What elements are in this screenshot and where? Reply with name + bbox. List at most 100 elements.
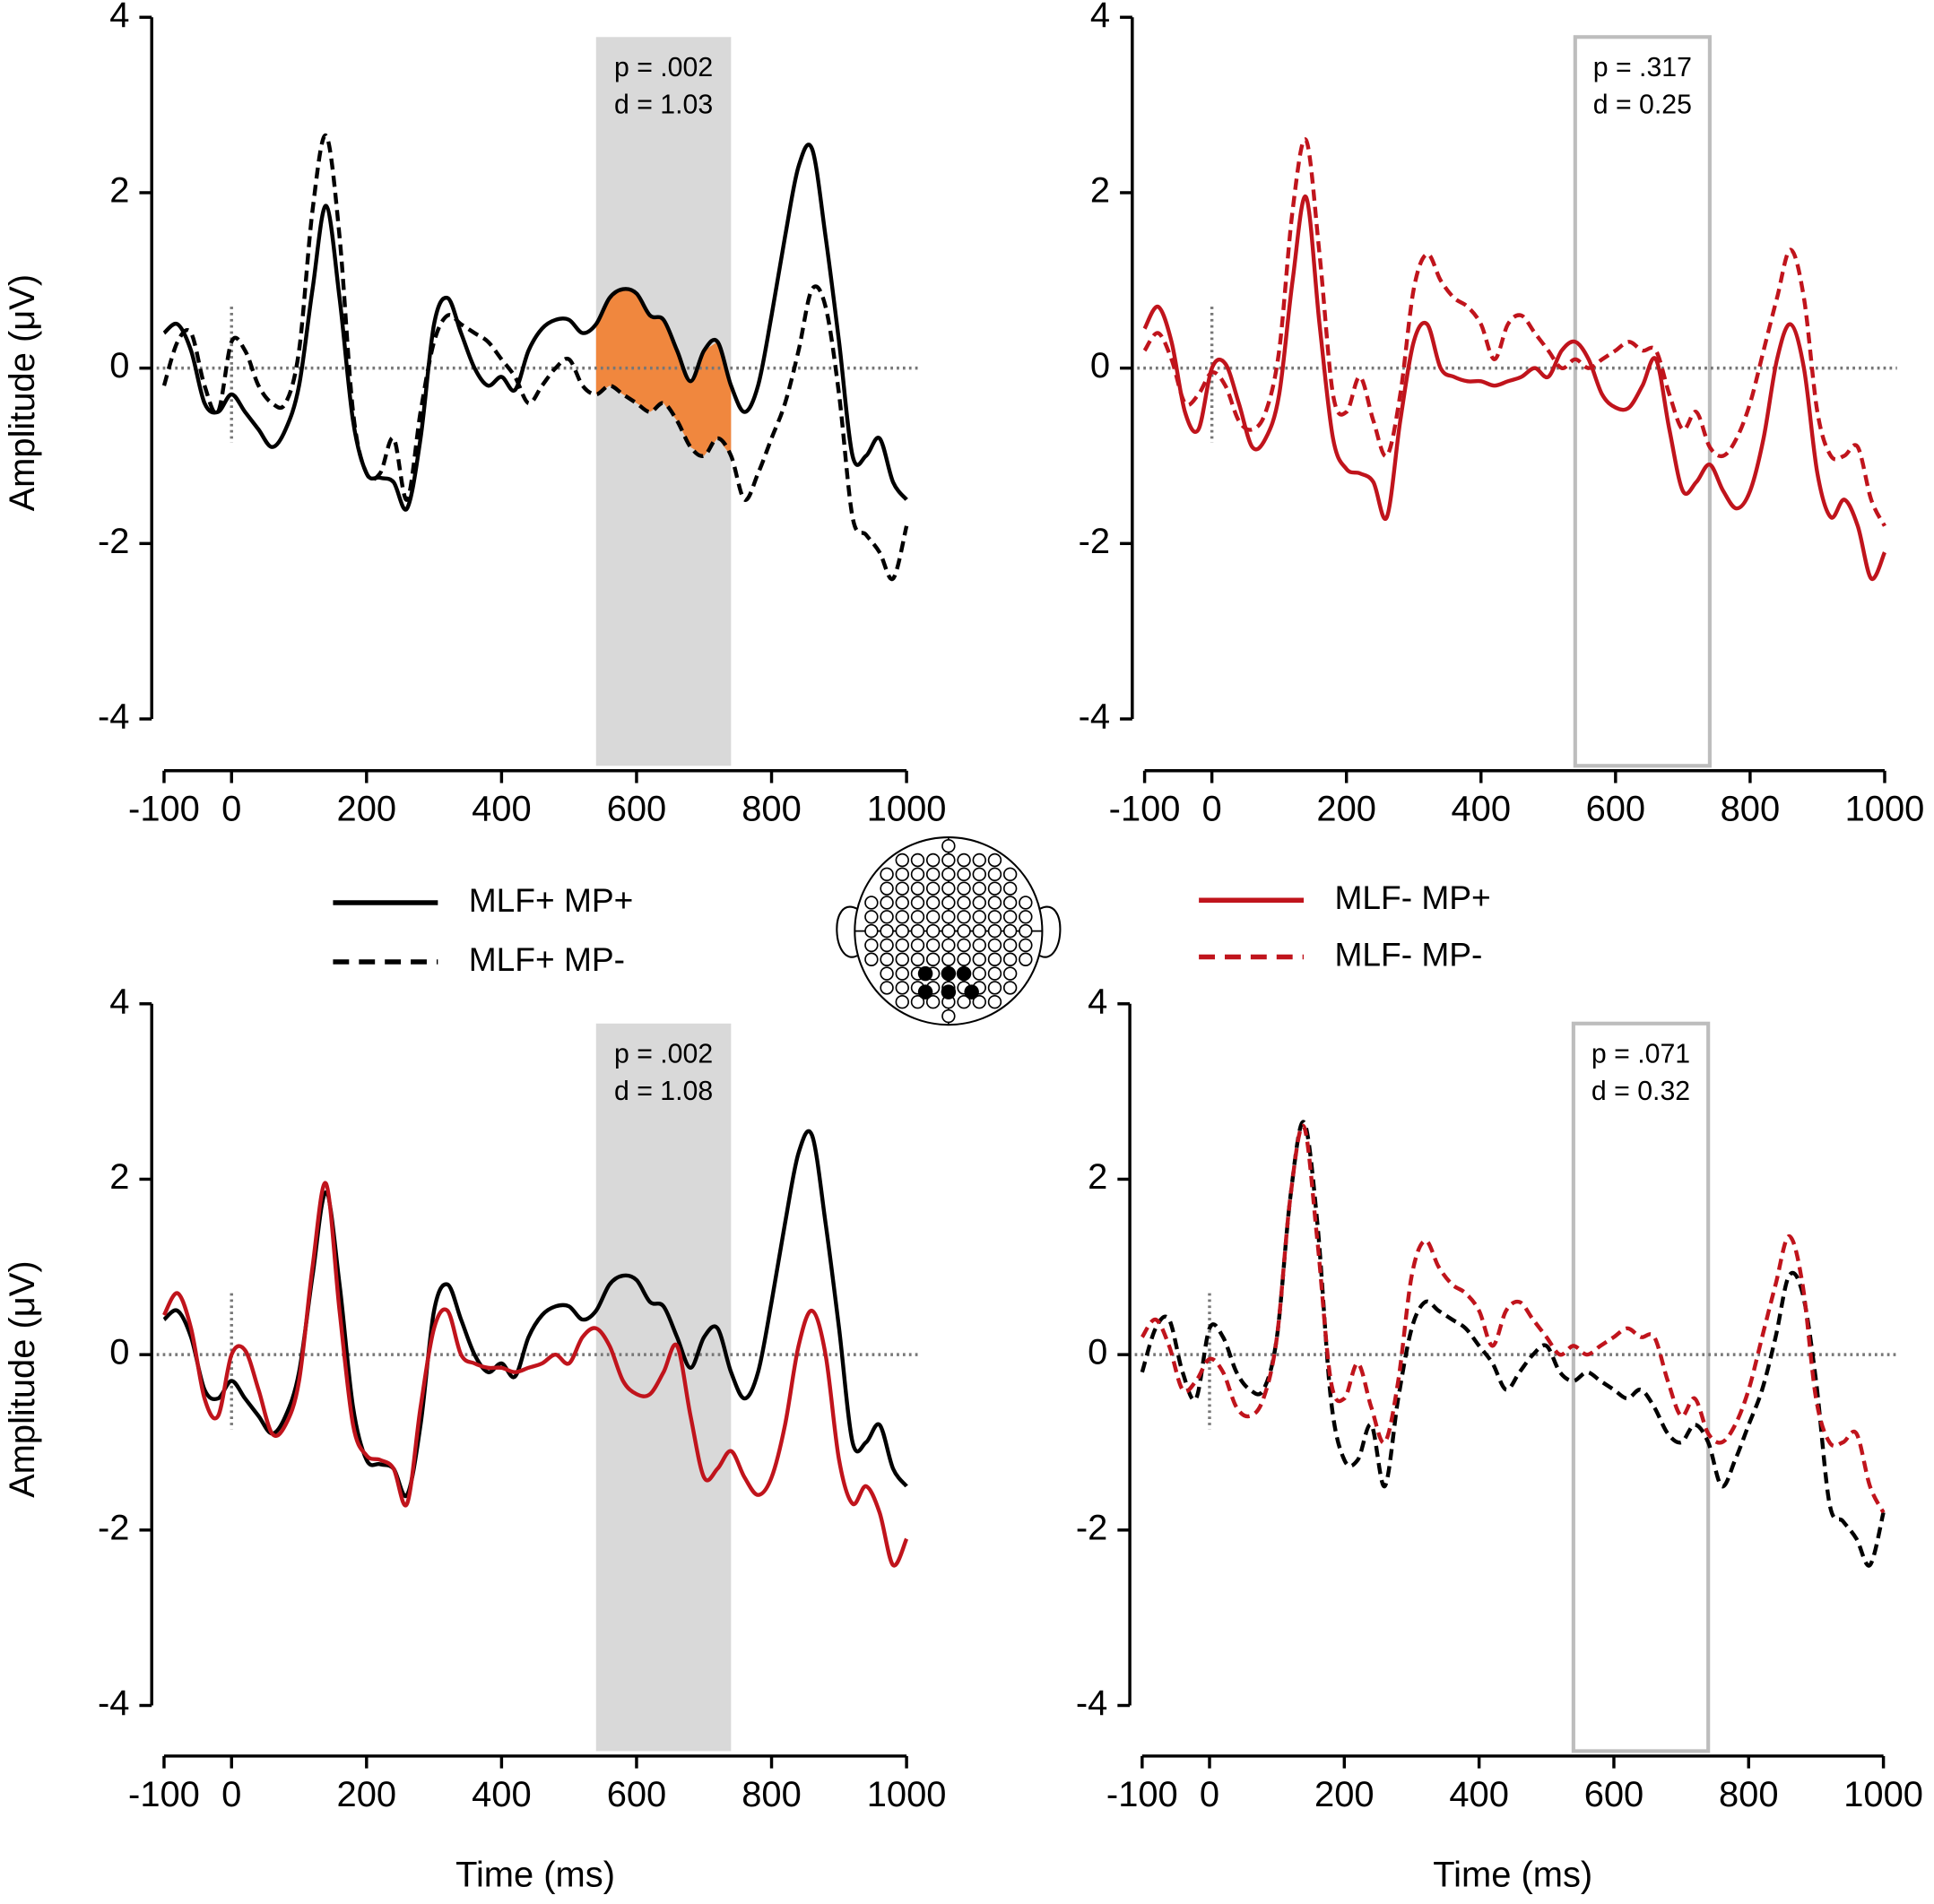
stat-annotation: p = .002 bbox=[614, 53, 713, 82]
electrode bbox=[987, 896, 1002, 910]
y-tick-label: 0 bbox=[109, 1333, 129, 1372]
waveform bbox=[1140, 1123, 1886, 1514]
electrode bbox=[987, 938, 1002, 953]
electrode bbox=[972, 952, 986, 966]
selected-electrode bbox=[956, 965, 972, 982]
electrode bbox=[1002, 938, 1018, 953]
electrode bbox=[910, 867, 925, 882]
electrode bbox=[957, 867, 971, 882]
y-tick-label: -4 bbox=[1076, 1683, 1107, 1723]
electrode bbox=[925, 896, 941, 910]
x-tick-label: 600 bbox=[607, 1775, 667, 1814]
y-tick-label: -2 bbox=[1076, 1508, 1107, 1547]
electrode bbox=[864, 910, 879, 924]
waveform bbox=[1142, 195, 1887, 582]
electrode bbox=[1019, 923, 1033, 939]
electrode bbox=[880, 910, 894, 924]
waveform bbox=[162, 143, 908, 512]
y-tick-label: 2 bbox=[109, 170, 129, 210]
x-tick-label: 400 bbox=[472, 1775, 532, 1814]
electrode bbox=[987, 867, 1002, 882]
electrode bbox=[941, 896, 956, 910]
x-tick-label: 0 bbox=[221, 790, 241, 829]
x-tick-label: 600 bbox=[1584, 1775, 1644, 1814]
electrode bbox=[941, 881, 956, 896]
waveform bbox=[161, 134, 909, 582]
panel: p = .002 d = 1.08 -4 -2 0 2 4 -100 0 200 400 600 800… bbox=[3, 982, 946, 1894]
electrode bbox=[972, 966, 986, 981]
electrode bbox=[895, 852, 909, 868]
electrode bbox=[895, 952, 909, 966]
electrode bbox=[895, 881, 909, 896]
electrode bbox=[880, 867, 894, 882]
electrode bbox=[1002, 910, 1018, 924]
x-tick-label: 1000 bbox=[867, 1775, 947, 1814]
electrode bbox=[987, 952, 1002, 966]
panel: p = .002 d = 1.03 -4 -2 0 2 4 -100 0 200 400 600 800… bbox=[3, 0, 946, 829]
electrode bbox=[895, 896, 909, 910]
x-tick-label: 600 bbox=[607, 790, 667, 829]
electrode bbox=[1002, 881, 1018, 896]
electrode bbox=[1019, 896, 1033, 910]
selected-electrode bbox=[917, 984, 933, 1000]
electrode bbox=[972, 938, 986, 953]
x-axis-label: Time (ms) bbox=[1433, 1855, 1592, 1894]
electrode bbox=[910, 910, 925, 924]
stat-annotation: d = 0.25 bbox=[1593, 90, 1692, 119]
y-tick-label: 0 bbox=[109, 346, 129, 385]
x-tick-label: 200 bbox=[337, 790, 397, 829]
x-tick-label: -100 bbox=[128, 1775, 200, 1814]
electrode bbox=[864, 938, 879, 953]
electrode bbox=[864, 896, 879, 910]
electrode bbox=[895, 981, 909, 995]
electrode bbox=[957, 938, 971, 953]
electrode bbox=[895, 995, 909, 1009]
electrode bbox=[925, 881, 941, 896]
waveform bbox=[161, 1181, 909, 1568]
stat-annotation: d = 1.03 bbox=[614, 90, 713, 119]
x-tick-label: 1000 bbox=[1843, 1775, 1923, 1814]
electrode bbox=[941, 910, 956, 924]
y-tick-label: -4 bbox=[98, 697, 129, 737]
y-tick-label: 4 bbox=[109, 982, 129, 1021]
y-tick-label: -2 bbox=[98, 522, 129, 561]
y-tick-label: 0 bbox=[1090, 346, 1110, 385]
selected-electrode bbox=[964, 984, 979, 1000]
panel: p = .317 d = 0.25 -4 -2 0 2 4 -100 0 200 400 600 800… bbox=[1079, 0, 1925, 829]
x-tick-label: 800 bbox=[1719, 1775, 1779, 1814]
electrode bbox=[880, 966, 894, 981]
analysis-window bbox=[1573, 35, 1712, 768]
x-tick-label: 200 bbox=[1314, 1775, 1375, 1814]
y-tick-label: 4 bbox=[109, 0, 129, 35]
x-tick-label: 1000 bbox=[1845, 790, 1925, 829]
y-tick-label: -2 bbox=[1079, 522, 1110, 561]
legend-label: MLF- MP+ bbox=[1334, 878, 1490, 916]
stat-annotation: d = 0.32 bbox=[1591, 1077, 1690, 1106]
electrode bbox=[1002, 952, 1018, 966]
x-tick-label: 400 bbox=[472, 790, 532, 829]
electrode bbox=[957, 852, 971, 868]
electrode bbox=[895, 910, 909, 924]
electrode bbox=[895, 966, 909, 981]
y-tick-label: 2 bbox=[1090, 170, 1110, 210]
electrode bbox=[910, 852, 925, 868]
electrode bbox=[864, 923, 879, 939]
stat-annotation: p = .071 bbox=[1591, 1040, 1690, 1069]
waveform bbox=[1140, 1120, 1886, 1568]
electrode bbox=[925, 995, 941, 1009]
electrode bbox=[957, 952, 971, 966]
x-tick-label: 800 bbox=[742, 1775, 802, 1814]
panel: p = .071 d = 0.32 -4 -2 0 2 4 -100 0 200 400 600 800… bbox=[1076, 982, 1923, 1894]
legend-label: MLF- MP- bbox=[1334, 935, 1482, 973]
y-axis-label: Amplitude (μV) bbox=[3, 274, 42, 512]
electrode bbox=[972, 995, 986, 1009]
electrode bbox=[941, 867, 956, 882]
y-tick-label: 2 bbox=[109, 1157, 129, 1197]
electrode bbox=[972, 881, 986, 896]
electrode bbox=[1002, 981, 1018, 995]
y-tick-label: 2 bbox=[1088, 1157, 1107, 1197]
electrode bbox=[972, 867, 986, 882]
electrode bbox=[880, 896, 894, 910]
electrode bbox=[941, 1008, 956, 1024]
